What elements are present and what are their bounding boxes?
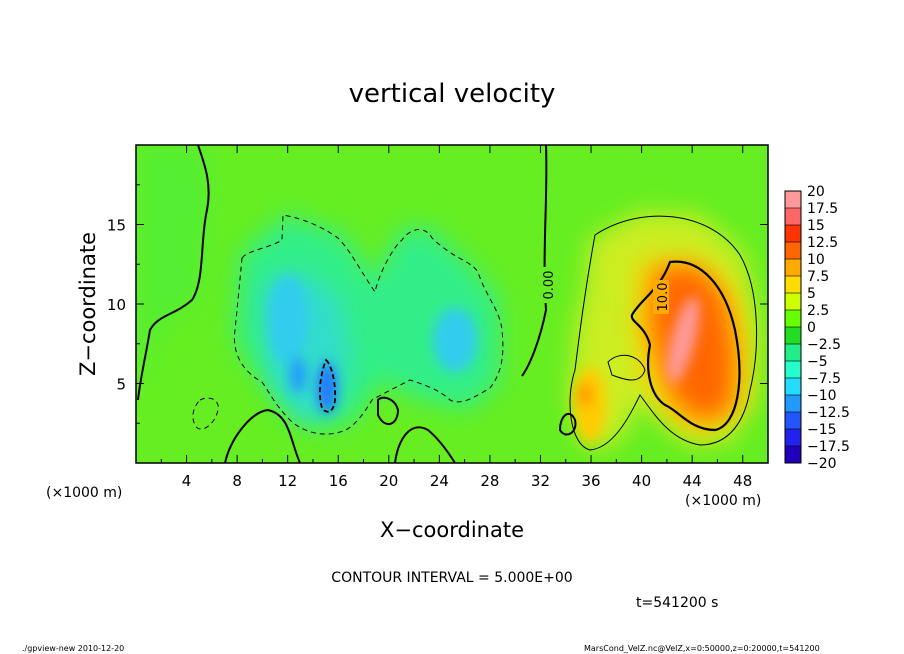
x-tick-label-2: 12 — [278, 472, 297, 490]
y-tick-label-2: 15 — [107, 217, 126, 235]
colorbar-swatch-5 — [785, 276, 801, 294]
field-positive-small-core — [578, 383, 592, 407]
colorbar-label-11: −7.5 — [807, 371, 841, 387]
colorbar-swatch-14 — [785, 429, 801, 447]
x-tick-label-4: 20 — [379, 472, 398, 490]
colorbar: 2017.51512.5107.552.50−2.5−5−7.5−10−12.5… — [784, 184, 850, 472]
colorbar-swatch-11 — [785, 378, 801, 396]
colorbar-label-4: 10 — [807, 252, 825, 268]
contour-zero-left — [137, 145, 210, 401]
contour-label-zero-text: 0.00 — [542, 271, 557, 300]
y-tick-label-1: 10 — [107, 296, 126, 314]
contour-interval: CONTOUR INTERVAL = 5.000E+00 — [331, 570, 572, 586]
contour-minus-ten — [319, 358, 337, 413]
contour-label-zero: 0.00 — [539, 267, 557, 303]
colorbar-label-6: 5 — [807, 286, 816, 302]
contour-five-inner — [607, 354, 646, 381]
colorbar-label-10: −5 — [807, 354, 828, 370]
contour-label-ten-text: 10.0 — [656, 283, 671, 312]
colorbar-swatch-7 — [785, 310, 801, 328]
colorbar-label-12: −10 — [807, 388, 837, 404]
colorbar-swatch-8 — [785, 327, 801, 345]
contour-zero-right-inner — [558, 412, 577, 436]
time-label: t=541200 s — [636, 595, 718, 611]
x-tick-label-6: 28 — [480, 472, 499, 490]
x-unit-right: (×1000 m) — [685, 493, 761, 509]
colorbar-swatch-15 — [785, 446, 801, 464]
plot-area — [136, 145, 768, 463]
field-positive-small — [574, 367, 606, 443]
contour-zero-bottom — [394, 426, 456, 463]
colorbar-swatch-10 — [785, 361, 801, 379]
colorbar-swatch-9 — [785, 344, 801, 362]
colorbar-label-1: 17.5 — [807, 201, 838, 217]
x-tick-label-3: 16 — [329, 472, 348, 490]
footer-right: MarsCond_VelZ.nc@VelZ,x=0:50000,z=0:2000… — [584, 644, 820, 653]
contour-zero-bottom-left — [224, 408, 301, 463]
colorbar-label-16: −20 — [807, 456, 837, 472]
x-tick-label-10: 44 — [683, 472, 702, 490]
field-zero-band-left — [136, 145, 210, 400]
y-axis-label: Z−coordinate — [76, 232, 100, 376]
contour-minus-five — [233, 214, 504, 435]
colorbar-label-2: 15 — [807, 218, 825, 234]
colorbar-swatch-13 — [785, 412, 801, 430]
footer-left: ./gpview-new 2010-12-20 — [22, 644, 124, 653]
field-minimum-2 — [290, 357, 306, 393]
y-axis-ticks: 5 10 15 — [107, 184, 768, 424]
x-tick-label-8: 36 — [581, 472, 600, 490]
contour-zero-blob — [377, 396, 400, 425]
colorbar-label-9: −2.5 — [807, 337, 841, 353]
colorbar-swatch-4 — [785, 259, 801, 277]
colorbar-label-15: −17.5 — [807, 439, 850, 455]
colorbar-swatch-3 — [785, 242, 801, 260]
colorbar-swatch-0 — [785, 191, 801, 209]
colorbar-label-7: 2.5 — [807, 303, 829, 319]
colorbar-label-3: 12.5 — [807, 235, 838, 251]
colorbar-label-5: 7.5 — [807, 269, 829, 285]
x-axis-label: X−coordinate — [380, 518, 524, 542]
field-negative-right-core — [433, 308, 477, 372]
x-tick-label-11: 48 — [733, 472, 752, 490]
colorbar-label-0: 20 — [807, 184, 825, 200]
colorbar-swatch-12 — [785, 395, 801, 413]
x-tick-label-7: 32 — [531, 472, 550, 490]
contour-minus-five-small — [192, 397, 219, 430]
x-tick-label-0: 4 — [182, 472, 192, 490]
contour-five — [569, 215, 758, 451]
x-tick-label-9: 40 — [632, 472, 651, 490]
colorbar-label-8: 0 — [807, 320, 816, 336]
x-tick-label-1: 8 — [232, 472, 242, 490]
x-tick-label-5: 24 — [430, 472, 449, 490]
colorbar-label-14: −15 — [807, 422, 837, 438]
field-negative-blob — [268, 275, 308, 365]
colorbar-label-13: −12.5 — [807, 405, 850, 421]
x-axis-ticks: 4 8 12 16 20 24 28 32 36 40 44 48 — [160, 145, 752, 490]
contour-ten — [630, 260, 741, 432]
colorbar-swatch-6 — [785, 293, 801, 311]
contour-label-ten: 10.0 — [653, 280, 671, 314]
chart-title: vertical velocity — [349, 79, 556, 109]
field-maximum — [666, 296, 700, 384]
colorbar-swatch-2 — [785, 225, 801, 243]
y-tick-label-0: 5 — [116, 376, 126, 394]
x-unit-left: (×1000 m) — [46, 485, 122, 501]
colorbar-swatch-1 — [785, 208, 801, 226]
